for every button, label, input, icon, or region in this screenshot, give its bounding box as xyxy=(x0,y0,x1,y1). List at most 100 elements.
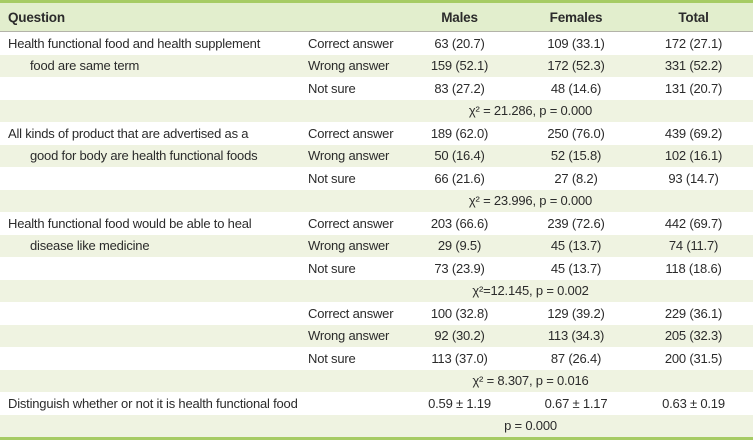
total-value: 439 (69.2) xyxy=(664,125,723,141)
answer-cell: Wrong answer xyxy=(308,148,390,164)
chi-square-stat: χ²=12.145, p = 0.002 xyxy=(472,283,589,299)
question-cell xyxy=(0,100,308,123)
females-value: 113 (34.3) xyxy=(547,328,605,344)
females-value: 87 (26.4) xyxy=(550,350,602,366)
total-value: 205 (32.3) xyxy=(664,328,723,344)
males-value: 0.59 ± 1.19 xyxy=(428,395,491,411)
females-value: 239 (72.6) xyxy=(547,215,605,231)
question-cell: All kinds of product that are advertised… xyxy=(8,125,249,141)
question-cell xyxy=(0,190,308,213)
total-value: 102 (16.1) xyxy=(664,148,723,164)
males-value: 203 (66.6) xyxy=(430,215,489,231)
question-cell: Health functional food would be able to … xyxy=(8,215,252,231)
stat-row: p = 0.000 xyxy=(0,414,753,439)
header-row: Question Males Females Total xyxy=(0,1,753,32)
answer-cell: Correct answer xyxy=(308,125,394,141)
table-row: Not sure 83 (27.2) 48 (14.6) 131 (20.7) xyxy=(0,77,753,100)
answer-cell: Wrong answer xyxy=(308,58,390,74)
table-body: Health functional food and health supple… xyxy=(0,32,753,439)
col-header-question: Question xyxy=(0,1,308,32)
males-value: 113 (37.0) xyxy=(431,350,488,366)
question-cell xyxy=(0,302,308,325)
question-cell: Health functional food and health supple… xyxy=(8,35,261,51)
question-cell xyxy=(0,415,308,439)
total-value: 74 (11.7) xyxy=(668,238,719,254)
females-value: 129 (39.2) xyxy=(547,305,605,321)
females-value: 45 (13.7) xyxy=(550,238,602,254)
answer-cell: Not sure xyxy=(308,350,356,366)
table-row: All kinds of product that are advertised… xyxy=(0,122,753,145)
table-row: food are same term Wrong answer 159 (52.… xyxy=(0,54,753,77)
males-value: 159 (52.1) xyxy=(430,58,489,74)
answer-cell: Not sure xyxy=(308,170,356,186)
answer-cell: Not sure xyxy=(308,260,356,276)
females-value: 109 (33.1) xyxy=(547,35,605,51)
answer-cell: Wrong answer xyxy=(308,238,390,254)
answer-cell: Correct answer xyxy=(308,305,394,321)
chi-square-stat: χ² = 21.286, p = 0.000 xyxy=(468,103,593,119)
col-header-answer xyxy=(308,1,401,32)
males-value: 83 (27.2) xyxy=(434,80,485,96)
total-value: 200 (31.5) xyxy=(664,350,723,366)
table-row: Not sure 73 (23.9) 45 (13.7) 118 (18.6) xyxy=(0,257,753,280)
table-row: Health functional food and health supple… xyxy=(0,32,753,55)
females-value: 172 (52.3) xyxy=(547,58,605,74)
total-value: 118 (18.6) xyxy=(665,260,722,276)
question-cell xyxy=(0,370,308,393)
question-cell: disease like medicine xyxy=(30,238,150,254)
females-value: 48 (14.6) xyxy=(550,80,602,96)
females-value: 45 (13.7) xyxy=(550,260,602,276)
table-row: Health functional food would be able to … xyxy=(0,212,753,235)
males-value: 189 (62.0) xyxy=(430,125,489,141)
table-row: Wrong answer 92 (30.2) 113 (34.3) 205 (3… xyxy=(0,324,753,348)
total-value: 442 (69.7) xyxy=(664,215,723,231)
question-cell xyxy=(0,77,308,100)
question-cell xyxy=(0,280,308,303)
stat-row: χ² = 23.996, p = 0.000 xyxy=(0,189,753,213)
question-cell xyxy=(0,167,308,190)
males-value: 29 (9.5) xyxy=(437,238,482,254)
females-value: 27 (8.2) xyxy=(554,170,598,186)
col-header-total: Total xyxy=(634,1,753,32)
total-value: 229 (36.1) xyxy=(664,305,723,321)
p-value-stat: p = 0.000 xyxy=(504,418,557,434)
males-value: 100 (32.8) xyxy=(430,305,489,321)
males-value: 92 (30.2) xyxy=(434,328,485,344)
col-header-females: Females xyxy=(518,1,634,32)
question-cell: good for body are health functional food… xyxy=(30,148,258,164)
question-cell xyxy=(0,347,308,370)
chi-square-stat: χ² = 23.996, p = 0.000 xyxy=(468,193,593,209)
table-row: Correct answer 100 (32.8) 129 (39.2) 229… xyxy=(0,302,753,325)
answer-cell: Correct answer xyxy=(308,35,394,51)
males-value: 63 (20.7) xyxy=(434,35,485,51)
total-value: 172 (27.1) xyxy=(664,35,723,51)
females-value: 52 (15.8) xyxy=(550,148,602,164)
answer-cell: Wrong answer xyxy=(308,328,390,344)
question-cell: Distinguish whether or not it is health … xyxy=(8,395,298,411)
total-value: 131 (20.7) xyxy=(664,80,723,96)
table-row: Distinguish whether or not it is health … xyxy=(0,392,753,415)
males-value: 73 (23.9) xyxy=(434,260,485,276)
answer-cell xyxy=(308,392,401,415)
total-value: 93 (14.7) xyxy=(668,170,719,186)
males-value: 50 (16.4) xyxy=(434,148,485,164)
table-row: disease like medicine Wrong answer 29 (9… xyxy=(0,234,753,257)
table-row: Not sure 113 (37.0) 87 (26.4) 200 (31.5) xyxy=(0,347,753,370)
answer-cell: Correct answer xyxy=(308,215,394,231)
question-cell xyxy=(0,325,308,348)
chi-square-stat: χ² = 8.307, p = 0.016 xyxy=(472,373,589,389)
males-value: 66 (21.6) xyxy=(434,170,485,186)
females-value: 0.67 ± 1.17 xyxy=(544,395,608,411)
total-value: 0.63 ± 0.19 xyxy=(662,395,725,411)
table-row: good for body are health functional food… xyxy=(0,144,753,167)
col-header-males: Males xyxy=(401,1,518,32)
total-value: 331 (52.2) xyxy=(664,58,723,74)
stat-row: χ²=12.145, p = 0.002 xyxy=(0,279,753,303)
table-header: Question Males Females Total xyxy=(0,1,753,32)
table-row: Not sure 66 (21.6) 27 (8.2) 93 (14.7) xyxy=(0,167,753,190)
females-value: 250 (76.0) xyxy=(547,125,605,141)
stat-row: χ² = 8.307, p = 0.016 xyxy=(0,369,753,393)
stat-row: χ² = 21.286, p = 0.000 xyxy=(0,99,753,123)
